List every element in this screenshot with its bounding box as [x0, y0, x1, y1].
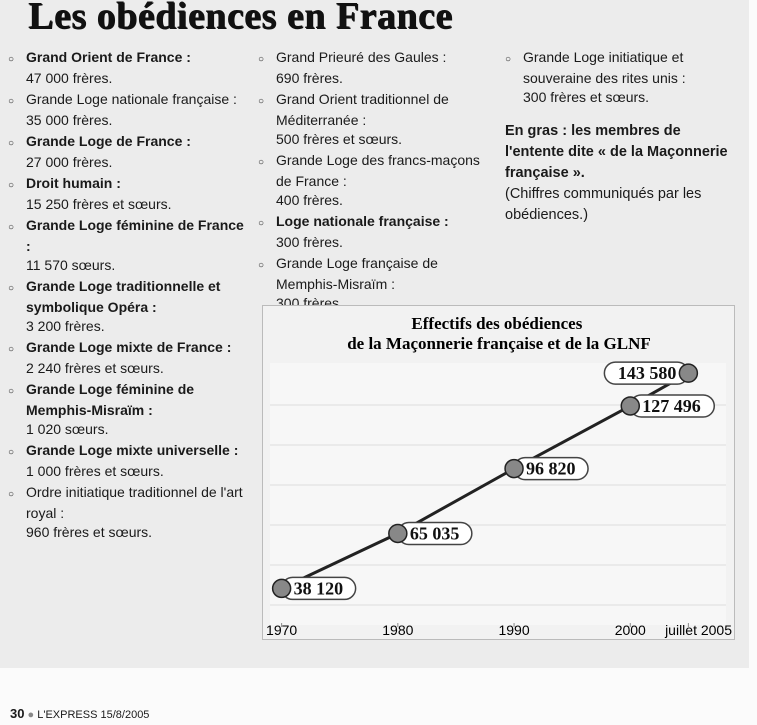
- point: [504, 458, 524, 479]
- point: [388, 523, 408, 544]
- note: En gras : les membres de l'entente dite …: [505, 121, 737, 226]
- item-name: Loge nationale française :: [276, 213, 449, 229]
- list-item: ○ Grand Prieuré des Gaules : 690 frères.: [258, 48, 494, 88]
- item-name: Grande Loge féminine de Memphis-Misraïm …: [26, 381, 195, 418]
- list-item: ○ Grande Loge des francs-maçons de France…: [258, 151, 494, 210]
- footer-source: L'EXPRESS 15/8/2005: [37, 709, 150, 721]
- x-tick-label: 1990: [498, 622, 529, 638]
- x-tick-label: 2000: [615, 622, 646, 638]
- bullet: ○: [258, 157, 265, 168]
- item-name: Grand Prieuré des Gaules :: [276, 49, 447, 65]
- item-name: Grand Orient de France :: [26, 49, 191, 65]
- note-source: (Chiffres communiqués par les obédiences…: [505, 186, 702, 223]
- item-name: Grande Loge initiatique et souveraine de…: [523, 49, 686, 86]
- item-detail: 300 frères.: [276, 234, 343, 250]
- item-name: Grande Loge féminine de France :: [26, 217, 244, 254]
- x-tick-label: 1980: [382, 622, 413, 638]
- item-detail: 47 000 frères.: [26, 70, 113, 86]
- list-item: ○ Grande Loge mixte de France : 2 240 frè…: [8, 338, 246, 378]
- list-item: ○ Grande Loge traditionnelle et symboliqu…: [8, 277, 246, 336]
- item-name: Grande Loge mixte universelle :: [26, 442, 239, 458]
- item-detail: 960 frères et sœurs.: [26, 524, 153, 540]
- dot: ●: [27, 709, 35, 721]
- chart-title: Effectifs des obédiences de la Maçonneri…: [347, 314, 651, 353]
- list-item: ○ Grande Loge nationale française : 35 00…: [8, 90, 246, 130]
- list-item: ○ Grand Orient traditionnel de Méditerran…: [258, 90, 494, 149]
- data-label: 38 120: [294, 578, 344, 598]
- bullet: ○: [8, 54, 15, 65]
- bullet: ○: [8, 386, 15, 397]
- bullet: ○: [8, 222, 15, 233]
- column: ○ Grande Loge initiatique et souveraine d…: [505, 48, 737, 226]
- article-title: Les obédiences en France: [28, 0, 453, 37]
- item-detail: 690 frères.: [276, 70, 343, 86]
- bullet: ○: [8, 96, 15, 107]
- point: [271, 578, 292, 599]
- list-item: ○ Droit humain : 15 250 frères et sœurs.: [8, 174, 246, 214]
- list-item: ○ Grand Orient de France : 47 000 frères.: [8, 48, 246, 88]
- list-item: ○ Grande Loge féminine de France : 11 570…: [8, 216, 246, 275]
- note-bold: En gras : les membres de l'entente dite …: [505, 123, 728, 181]
- item-detail: 500 frères et sœurs.: [276, 131, 403, 147]
- bullet: ○: [8, 180, 15, 191]
- bullet: ○: [8, 344, 15, 355]
- x-tick-label: 1970: [266, 622, 297, 638]
- item-name: Grande Loge des francs-maçons de France …: [276, 152, 480, 189]
- footer: 30 ● L'EXPRESS 15/8/2005: [10, 706, 149, 721]
- item-name: Grande Loge nationale française :: [26, 91, 237, 107]
- bullet: ○: [258, 218, 265, 229]
- list-item: ○ Ordre initiatique traditionnel de l'art…: [8, 483, 246, 542]
- column: ○ Grand Prieuré des Gaules : 690 frères. ○…: [258, 48, 494, 315]
- bullet: ○: [8, 283, 15, 294]
- bullet: ○: [258, 54, 265, 65]
- data-label: 96 820: [526, 459, 576, 479]
- point: [678, 363, 699, 383]
- item-detail: 1 000 frères et sœurs.: [26, 463, 164, 479]
- point: [620, 396, 641, 416]
- list-item: ○ Grande Loge de France : 27 000 frères.: [8, 132, 246, 172]
- list-item: ○ Grande Loge initiatique et souveraine d…: [505, 48, 737, 107]
- item-detail: 1 020 sœurs.: [26, 421, 109, 437]
- chart: Effectifs des obédiences de la Maçonneri…: [262, 305, 735, 640]
- column: ○ Grand Orient de France : 47 000 frères.…: [8, 48, 246, 544]
- item-name: Ordre initiatique traditionnel de l'art …: [26, 484, 243, 521]
- item-detail: 35 000 frères.: [26, 112, 113, 128]
- list-item: ○ Grande Loge mixte universelle : 1 000 f…: [8, 441, 246, 481]
- article: Les obédiences en France ○ Grand Orient d…: [0, 0, 749, 668]
- item-detail: 400 frères.: [276, 192, 343, 208]
- bullet: ○: [505, 54, 512, 65]
- x-tick-label: juillet 2005: [664, 622, 732, 638]
- bullet: ○: [8, 138, 15, 149]
- item-name: Grand Orient traditionnel de Méditerrané…: [276, 91, 449, 128]
- bullet: ○: [8, 489, 15, 500]
- item-detail: 27 000 frères.: [26, 154, 113, 170]
- data-label: 65 035: [410, 523, 460, 543]
- bullet: ○: [258, 260, 265, 271]
- item-detail: 2 240 frères et sœurs.: [26, 360, 164, 376]
- item-name: Droit humain :: [26, 175, 121, 191]
- bullet: ○: [8, 447, 15, 458]
- item-detail: 300 frères et sœurs.: [523, 89, 650, 105]
- item-name: Grande Loge de France :: [26, 133, 191, 149]
- list-item: ○ Grande Loge féminine de Memphis-Misraïm…: [8, 380, 246, 439]
- item-detail: 11 570 sœurs.: [26, 257, 116, 273]
- item-name: Grande Loge mixte de France :: [26, 339, 232, 355]
- data-label: 127 496: [642, 396, 701, 416]
- bullet: ○: [258, 96, 265, 107]
- list-item: ○ Loge nationale française : 300 frères.: [258, 212, 494, 252]
- item-name: Grande Loge française de Memphis-Misraïm…: [276, 255, 438, 292]
- item-detail: 15 250 frères et sœurs.: [26, 196, 172, 212]
- data-label: 143 580: [618, 363, 677, 383]
- item-name: Grande Loge traditionnelle et symbolique…: [26, 278, 221, 315]
- page-number: 30: [10, 706, 25, 721]
- item-detail: 3 200 frères.: [26, 318, 105, 334]
